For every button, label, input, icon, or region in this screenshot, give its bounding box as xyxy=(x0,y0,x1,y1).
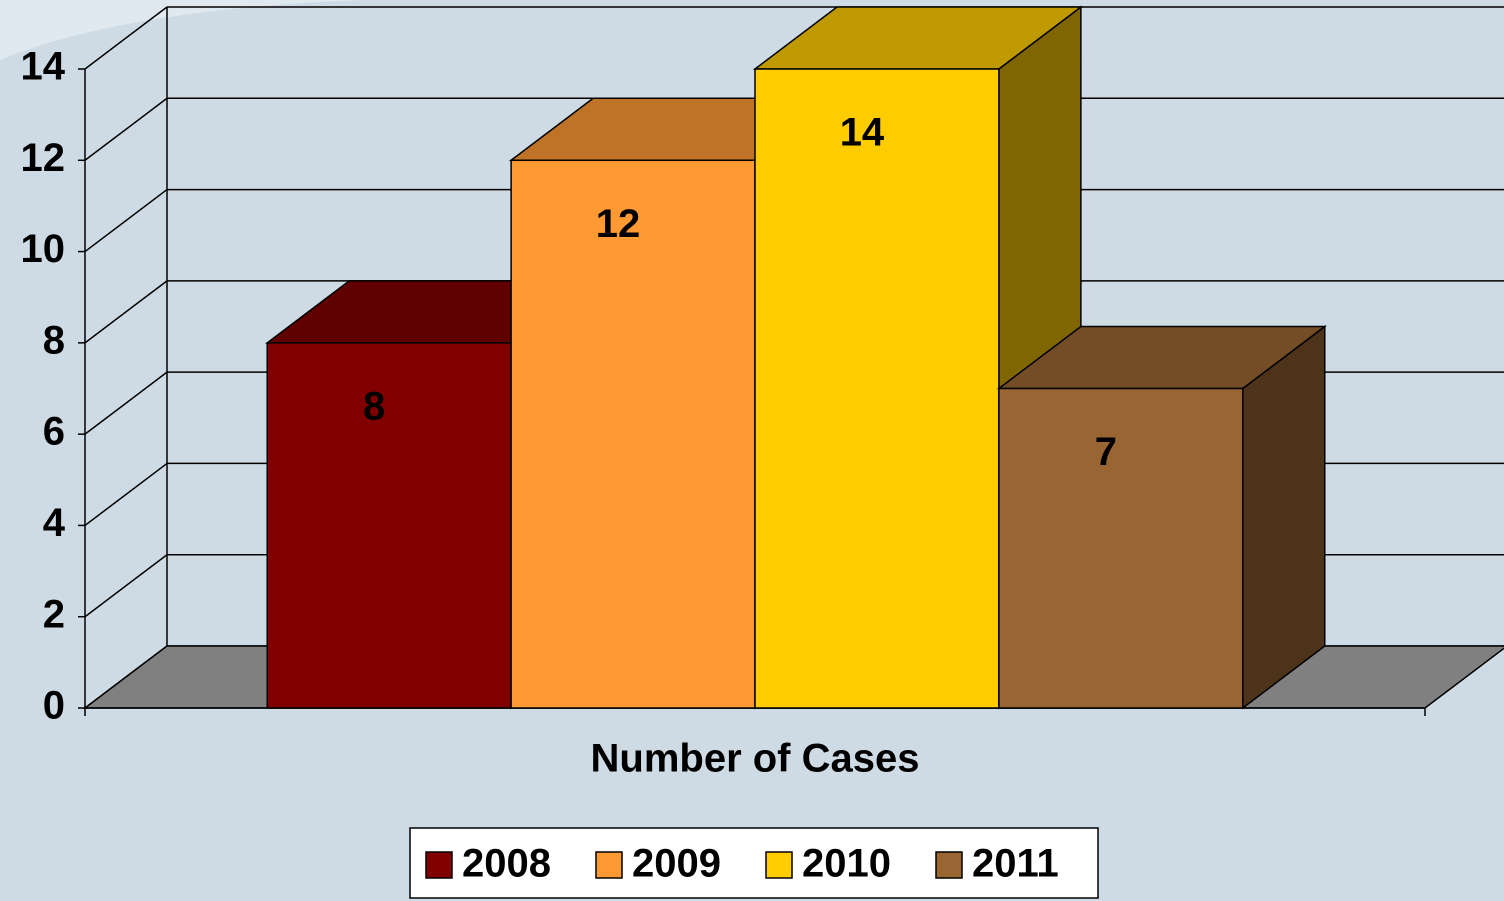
y-tick-label: 6 xyxy=(43,410,65,454)
bar xyxy=(998,387,1244,709)
y-tick-label: 8 xyxy=(43,318,65,362)
legend-swatch xyxy=(425,851,453,879)
grid-line-side xyxy=(84,462,168,527)
legend-label: 2011 xyxy=(972,842,1059,886)
plot: 8 12 14 7 xyxy=(265,5,1327,710)
bar xyxy=(510,159,756,709)
grid-line-side xyxy=(84,188,168,253)
data-label: 8 xyxy=(363,384,385,428)
legend-label: 2009 xyxy=(632,842,721,886)
legend-label: 2008 xyxy=(462,842,551,886)
data-label: 7 xyxy=(1095,430,1117,474)
grid-line-side xyxy=(84,371,168,435)
grid-line-side xyxy=(84,97,168,161)
legend-box xyxy=(409,827,1099,899)
y-tick-label: 14 xyxy=(21,45,66,89)
y-tick-label: 2 xyxy=(43,592,65,636)
bar xyxy=(754,68,1000,709)
legend-label: 2010 xyxy=(802,842,891,886)
legend: 2008 2009 2010 2011 xyxy=(409,827,1099,899)
grid-line-side xyxy=(84,554,168,618)
grid-line-side xyxy=(84,6,168,70)
legend-swatch xyxy=(935,851,963,879)
data-label: 14 xyxy=(840,111,885,155)
bar xyxy=(266,342,512,709)
y-tick-label: 0 xyxy=(43,684,65,728)
legend-swatch xyxy=(765,851,793,879)
background-swoosh xyxy=(0,0,360,60)
y-tick-label: 10 xyxy=(21,227,66,271)
legend-swatch xyxy=(595,851,623,879)
y-tick-label: 12 xyxy=(21,136,66,180)
data-label: 12 xyxy=(596,202,641,246)
x-tick-label: Number of Cases xyxy=(591,737,920,781)
grid-line-side xyxy=(84,280,168,344)
y-tick-label: 4 xyxy=(43,501,66,545)
bar-side xyxy=(1242,324,1326,710)
